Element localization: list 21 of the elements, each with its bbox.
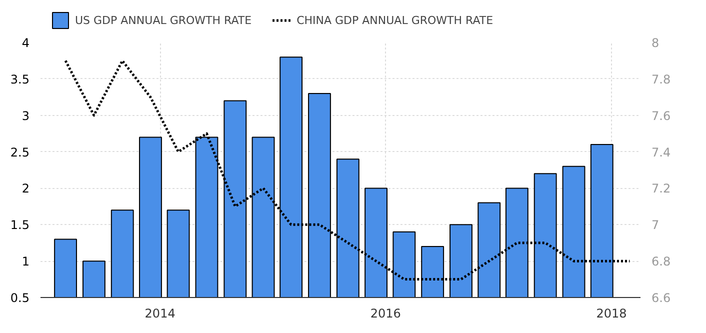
y-tick-label: 2 — [22, 182, 30, 196]
y-tick-label: 1 — [22, 254, 30, 269]
y2-tick-label: 6.8 — [652, 254, 671, 269]
y2-tick-label: 7.8 — [652, 72, 671, 86]
y2-tick-label: 6.6 — [652, 291, 671, 305]
y-tick-label: 3.5 — [10, 72, 30, 86]
y-tick-label: 3 — [22, 108, 30, 123]
x-tick-label: 2018 — [596, 306, 627, 320]
y2-tick-label: 7.2 — [652, 182, 671, 196]
y2-tick-label: 7.6 — [652, 108, 671, 123]
y2-tick-label: 7.4 — [652, 145, 671, 160]
legend-label: CHINA GDP ANNUAL GROWTH RATE — [296, 14, 494, 26]
y-tick-label: 2.5 — [10, 145, 30, 160]
legend-label: US GDP ANNUAL GROWTH RATE — [75, 14, 252, 26]
y-tick-label: 0.5 — [10, 291, 30, 305]
x-tick-label: 2014 — [144, 306, 176, 320]
x-tick-label: 2016 — [370, 306, 401, 320]
y-tick-label: 4 — [22, 36, 30, 50]
y2-tick-label: 7 — [652, 218, 660, 232]
y-tick-label: 1.5 — [10, 218, 30, 232]
y2-tick-label: 8 — [652, 36, 660, 50]
